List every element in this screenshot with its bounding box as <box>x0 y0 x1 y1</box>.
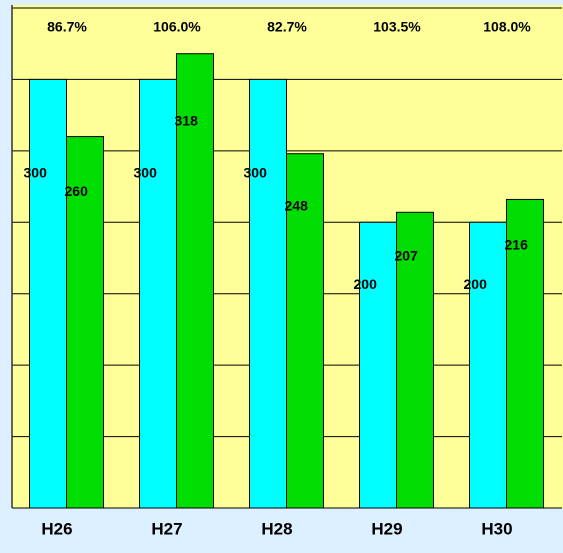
data-label: 318 <box>175 113 199 129</box>
bar <box>359 221 397 509</box>
annotation: 106.0% <box>153 19 201 35</box>
data-label: 207 <box>395 247 419 263</box>
bar <box>249 78 287 509</box>
bar <box>396 211 434 509</box>
bar <box>469 221 507 509</box>
data-label: 300 <box>134 164 158 180</box>
data-label: 300 <box>244 164 268 180</box>
x-tick-label: H30 <box>481 519 512 538</box>
bar <box>139 78 177 509</box>
bar <box>286 153 324 509</box>
x-tick-label: H29 <box>371 519 402 538</box>
bar <box>66 136 104 509</box>
x-tick-label: H26 <box>41 519 72 538</box>
data-label: 200 <box>354 276 378 292</box>
data-label: 216 <box>505 236 529 252</box>
annotation: 103.5% <box>373 19 421 35</box>
bar <box>506 198 544 509</box>
data-label: 260 <box>65 183 89 199</box>
bar <box>176 53 214 509</box>
x-tick-label: H28 <box>261 519 292 538</box>
data-label: 248 <box>285 198 309 214</box>
x-tick-label: H27 <box>151 519 182 538</box>
data-label: 300 <box>24 164 48 180</box>
data-label: 200 <box>464 276 488 292</box>
annotation: 86.7% <box>47 19 87 35</box>
annotation: 82.7% <box>267 19 307 35</box>
bar <box>29 78 67 509</box>
annotation: 108.0% <box>483 19 531 35</box>
